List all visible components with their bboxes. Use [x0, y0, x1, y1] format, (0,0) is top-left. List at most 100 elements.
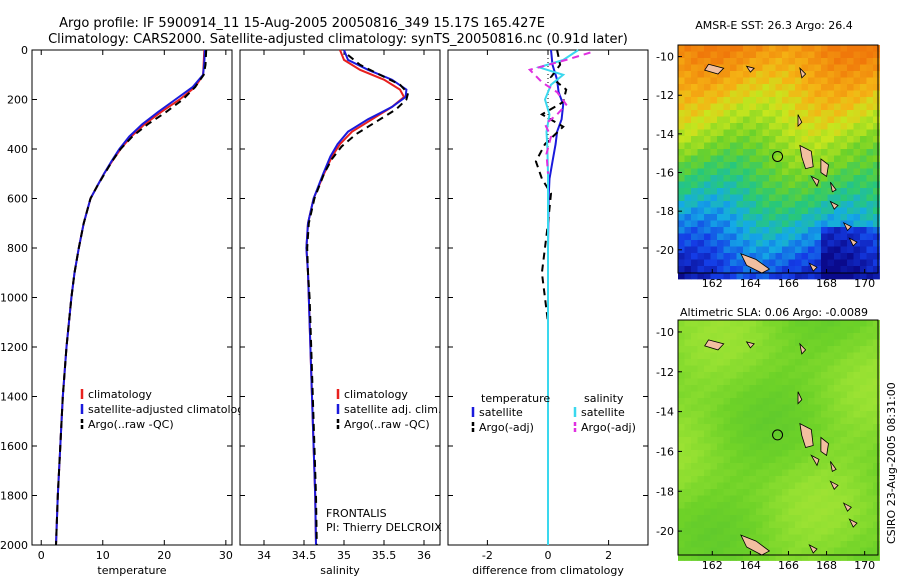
map-pixel — [756, 437, 763, 444]
map-pixel — [782, 359, 789, 366]
map-pixel — [697, 482, 705, 490]
map-pixel — [788, 417, 796, 425]
map-pixel — [840, 253, 848, 260]
legend-label: climatology — [344, 388, 408, 401]
map-pixel — [801, 181, 809, 189]
map-pixel — [717, 116, 724, 124]
map-pixel — [710, 266, 718, 273]
map-pixel — [762, 194, 770, 202]
map-pixel — [840, 103, 848, 111]
map-pixel — [834, 489, 841, 496]
map-pixel — [866, 45, 874, 52]
map-pixel — [749, 456, 757, 464]
map-pixel — [730, 437, 737, 444]
map-pixel — [762, 259, 770, 267]
map-pixel — [710, 541, 718, 548]
map-pixel — [749, 97, 757, 104]
map-pixel — [788, 259, 796, 267]
map-pixel — [684, 515, 692, 522]
map-pixel — [717, 58, 724, 65]
map-pixel — [769, 77, 776, 85]
map-pixel — [808, 476, 815, 483]
map-pixel — [678, 201, 685, 208]
map-pixel — [788, 469, 796, 477]
map-pixel — [808, 378, 815, 386]
map-pixel — [749, 450, 757, 457]
map-pixel — [704, 391, 711, 399]
map-pixel — [808, 227, 815, 234]
island — [848, 518, 858, 528]
map-pixel — [860, 541, 867, 548]
map-pixel — [730, 372, 737, 379]
map-pixel — [743, 64, 750, 72]
map-pixel — [749, 482, 757, 490]
map-pixel — [710, 103, 718, 111]
map-pixel — [821, 77, 828, 85]
map-pixel — [684, 352, 692, 360]
map-pixel — [717, 476, 724, 483]
map-pixel — [873, 103, 880, 111]
map-pixel — [821, 123, 828, 130]
map-pixel — [860, 149, 867, 156]
map-pixel — [860, 398, 867, 405]
map-pixel — [730, 515, 737, 522]
map-pixel — [756, 201, 763, 208]
map-pixel — [834, 326, 841, 334]
map-pixel — [743, 227, 750, 234]
map-pixel — [769, 547, 776, 555]
map-pixel — [788, 404, 796, 412]
map-pixel — [775, 534, 783, 542]
map-pixel — [691, 162, 698, 169]
map-pixel — [821, 417, 828, 425]
map-pixel — [814, 547, 822, 555]
map-pixel — [827, 398, 835, 405]
map-pixel — [808, 188, 815, 195]
legend-label: Argo(-adj) — [479, 421, 534, 434]
map-pixel — [684, 346, 692, 353]
map-pixel — [769, 84, 776, 91]
map-pixel — [853, 45, 861, 52]
map-pixel — [710, 489, 718, 496]
map-pixel — [840, 175, 848, 182]
map-pixel — [704, 495, 711, 503]
map-pixel — [723, 521, 731, 529]
map-pixel — [756, 149, 763, 156]
map-pixel — [788, 450, 796, 457]
map-pixel — [710, 240, 718, 247]
map-pixel — [782, 188, 789, 195]
map-pixel — [769, 450, 776, 457]
map-pixel — [684, 450, 692, 457]
map-pixel — [697, 123, 705, 130]
map-pixel — [795, 502, 802, 509]
map-pixel — [782, 469, 789, 477]
map-pixel — [710, 515, 718, 522]
map-pixel — [860, 352, 867, 360]
map-y-tick-label: -12 — [656, 366, 674, 379]
map-pixel — [691, 404, 698, 412]
map-pixel — [827, 168, 835, 176]
map-pixel — [717, 372, 724, 379]
map-pixel — [678, 214, 685, 221]
map-pixel — [717, 424, 724, 431]
map-pixel — [710, 97, 718, 104]
map-pixel — [873, 443, 880, 451]
map-pixel — [827, 482, 835, 490]
map-pixel — [788, 385, 796, 392]
map-pixel — [684, 240, 692, 247]
map-pixel — [730, 149, 737, 156]
map-pixel — [827, 528, 835, 535]
map-pixel — [873, 404, 880, 412]
map-pixel — [704, 246, 711, 254]
map-pixel — [795, 240, 802, 247]
map-pixel — [834, 175, 841, 182]
map-pixel — [710, 463, 718, 470]
map-pixel — [717, 272, 724, 280]
map-pixel — [788, 352, 796, 360]
map-pixel — [873, 142, 880, 150]
map-pixel — [866, 136, 874, 143]
map-pixel — [840, 320, 848, 327]
map-pixel — [743, 214, 750, 221]
map-pixel — [769, 240, 776, 247]
map-pixel — [795, 430, 802, 438]
map-pixel — [697, 502, 705, 509]
